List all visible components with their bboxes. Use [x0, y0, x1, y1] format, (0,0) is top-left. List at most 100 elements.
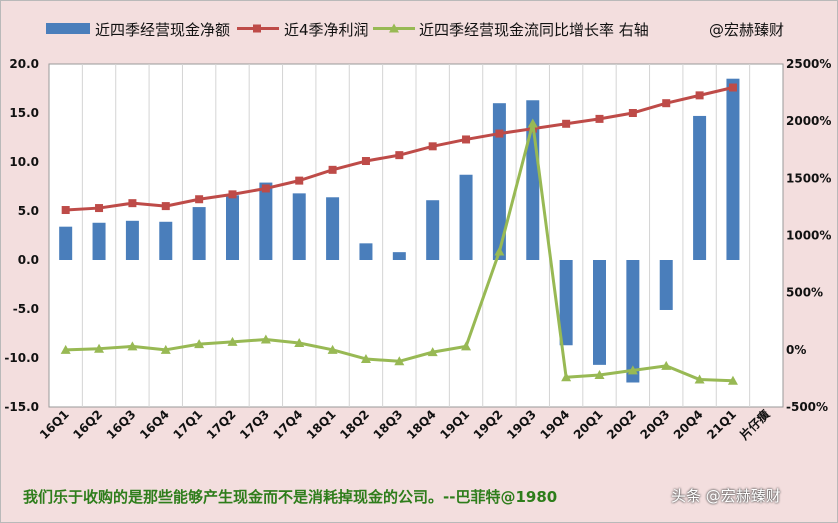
point [228, 190, 237, 199]
bar [59, 226, 73, 260]
point [728, 83, 737, 92]
x-tick-label: 19Q4 [537, 407, 572, 442]
right-tick-label: 0% [786, 343, 806, 357]
point [295, 176, 304, 185]
x-tick-label: 16Q1 [37, 407, 72, 442]
left-tick-label: -5.0 [13, 302, 39, 316]
point [194, 339, 205, 349]
x-tick-label: 17Q1 [170, 407, 205, 442]
right-tick-label: -500% [786, 400, 828, 414]
point [561, 372, 572, 382]
right-tick-label: 2500% [786, 57, 831, 71]
bar [726, 78, 740, 260]
x-tick-label: 16Q4 [137, 407, 172, 442]
bar [693, 115, 707, 260]
legend-bar-label: 近四季经营现金净额 [95, 21, 230, 39]
point [394, 356, 405, 366]
point [60, 344, 71, 354]
point [727, 375, 738, 385]
legend-line2-label: 近四季经营现金流同比增长率 右轴 [419, 21, 649, 39]
point [328, 165, 337, 174]
point [595, 114, 604, 123]
x-axis: 16Q116Q216Q316Q417Q117Q217Q317Q418Q118Q2… [37, 407, 772, 443]
x-tick-label: 片仔癀 [736, 407, 772, 443]
growth-line-series [60, 118, 738, 385]
bar [426, 200, 440, 260]
bar [559, 260, 573, 346]
left-tick-label: -10.0 [4, 351, 39, 365]
bar [192, 207, 206, 260]
legend-line1-marker [253, 24, 261, 33]
right-tick-label: 1000% [786, 229, 831, 243]
point [294, 337, 305, 347]
x-tick-label: 18Q1 [304, 407, 339, 442]
point [195, 195, 204, 204]
bar [92, 222, 106, 260]
left-tick-label: 5.0 [18, 204, 39, 218]
legend-credit: @宏赫臻财 [709, 21, 784, 39]
left-tick-label: 0.0 [18, 253, 39, 267]
bar [159, 221, 173, 260]
x-tick-label: 18Q3 [371, 407, 406, 442]
x-tick-label: 21Q1 [704, 407, 739, 442]
point [428, 142, 437, 151]
x-tick-label: 19Q1 [437, 407, 472, 442]
point [562, 119, 571, 128]
x-tick-label: 17Q4 [271, 407, 306, 442]
bar [593, 260, 606, 365]
bar [392, 252, 406, 260]
point [160, 344, 171, 354]
legend-line2-marker [389, 23, 399, 33]
point [395, 151, 404, 160]
legend-bar-swatch [46, 23, 90, 34]
right-tick-label: 500% [786, 286, 823, 300]
point [94, 343, 105, 353]
left-tick-label: 15.0 [9, 106, 39, 120]
x-tick-label: 20Q1 [571, 407, 606, 442]
left-tick-label: 20.0 [9, 57, 39, 71]
bar-series [59, 78, 740, 383]
point [95, 204, 104, 213]
point [227, 336, 238, 346]
point [260, 334, 271, 344]
bar [359, 243, 373, 260]
point [594, 369, 605, 379]
x-tick-label: 17Q2 [204, 407, 239, 442]
bar [659, 260, 673, 310]
point [494, 246, 505, 256]
point [161, 202, 170, 211]
point [361, 157, 370, 166]
x-tick-label: 20Q3 [638, 407, 673, 442]
profit-line-series [61, 83, 737, 215]
x-tick-label: 20Q2 [604, 407, 639, 442]
bar [626, 260, 640, 383]
point [128, 199, 137, 208]
point [427, 347, 438, 357]
point [327, 344, 338, 354]
x-tick-label: 19Q3 [504, 407, 539, 442]
point [127, 341, 138, 351]
bar [226, 195, 239, 260]
x-tick-label: 17Q3 [237, 407, 272, 442]
point [461, 341, 472, 351]
x-tick-label: 18Q2 [337, 407, 372, 442]
point [695, 91, 704, 100]
point [61, 206, 70, 215]
right-axis: -500% 0% 500% 1000% 1500% 2000% 2500% [786, 57, 831, 414]
left-tick-label: 10.0 [9, 155, 39, 169]
point [495, 129, 504, 138]
point [627, 365, 638, 375]
legend: 近四季经营现金净额 近4季净利润 近四季经营现金流同比增长率 右轴 @宏赫臻财 [46, 21, 784, 39]
grid [81, 64, 751, 407]
right-tick-label: 2000% [786, 114, 831, 128]
bar [292, 193, 306, 260]
point [360, 353, 371, 363]
point [662, 99, 671, 108]
bar [459, 174, 473, 260]
bar [326, 197, 340, 260]
x-tick-label: 18Q4 [404, 407, 439, 442]
point [527, 118, 538, 128]
bar [259, 182, 273, 260]
